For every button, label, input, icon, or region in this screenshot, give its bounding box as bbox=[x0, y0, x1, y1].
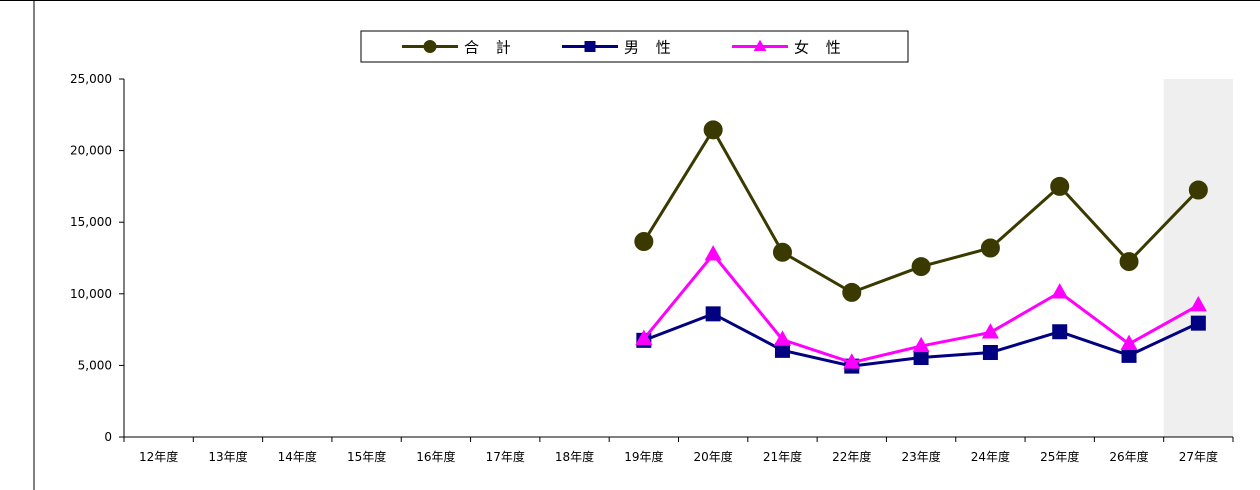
y-tick-label: 5,000 bbox=[78, 358, 112, 372]
y-tick-label: 25,000 bbox=[70, 72, 112, 86]
data-point-triangle bbox=[635, 329, 653, 345]
y-tick-label: 0 bbox=[104, 430, 112, 444]
data-point-circle bbox=[980, 238, 1000, 258]
legend-entry-1: 男 性 bbox=[562, 39, 677, 57]
data-point-circle bbox=[634, 232, 654, 252]
data-point-triangle bbox=[912, 336, 930, 353]
data-point-triangle bbox=[1051, 283, 1069, 299]
legend: 合 計男 性女 性 bbox=[360, 30, 909, 63]
highlight-layer bbox=[1163, 79, 1233, 437]
data-point-triangle bbox=[773, 330, 792, 346]
data-point-square bbox=[982, 345, 998, 361]
x-tick-label: 20年度 bbox=[694, 449, 733, 464]
data-point-square bbox=[913, 350, 929, 366]
legend-entry-2: 女 性 bbox=[732, 39, 847, 57]
legend-entry-0: 合 計 bbox=[402, 39, 517, 57]
x-tick-label: 12年度 bbox=[139, 449, 178, 464]
x-tick-label: 13年度 bbox=[208, 449, 247, 464]
data-point-triangle bbox=[843, 353, 861, 369]
data-point-circle bbox=[1188, 180, 1208, 200]
x-tick-label: 21年度 bbox=[763, 449, 802, 464]
data-point-square bbox=[1190, 315, 1206, 331]
data-point-triangle bbox=[1189, 295, 1207, 312]
data-point-square bbox=[705, 306, 721, 322]
x-tick-label: 16年度 bbox=[416, 449, 455, 464]
data-point-triangle bbox=[981, 323, 999, 339]
legend-label: 女 性 bbox=[794, 39, 847, 57]
data-point-circle bbox=[1119, 252, 1139, 272]
x-tick-label: 26年度 bbox=[1109, 449, 1148, 464]
x-tick-label: 27年度 bbox=[1179, 449, 1218, 464]
data-point-square bbox=[1121, 347, 1137, 363]
x-tick-label: 15年度 bbox=[347, 449, 386, 464]
data-point-circle bbox=[703, 120, 723, 140]
data-point-triangle bbox=[1120, 334, 1138, 351]
series-layer bbox=[634, 120, 1208, 374]
y-tick-label: 15,000 bbox=[70, 215, 112, 229]
x-tick-label: 17年度 bbox=[486, 449, 525, 464]
x-tick-label: 24年度 bbox=[971, 449, 1010, 464]
series-2 bbox=[635, 245, 1207, 369]
x-tick-label: 18年度 bbox=[555, 449, 594, 464]
x-tick-label: 22年度 bbox=[832, 449, 871, 464]
data-point-circle bbox=[842, 282, 862, 302]
series-0 bbox=[634, 120, 1208, 302]
data-point-circle bbox=[911, 257, 931, 277]
x-tick-label: 14年度 bbox=[278, 449, 317, 464]
legend-label: 男 性 bbox=[624, 39, 677, 57]
data-point-circle bbox=[1050, 176, 1070, 196]
y-tick-label: 10,000 bbox=[70, 287, 112, 301]
data-point-triangle bbox=[704, 245, 722, 261]
data-point-square bbox=[584, 41, 596, 52]
data-point-circle bbox=[772, 242, 792, 262]
y-tick-label: 20,000 bbox=[70, 144, 112, 158]
data-point-circle bbox=[423, 40, 437, 53]
data-point-triangle bbox=[753, 39, 767, 51]
x-tick-label: 25年度 bbox=[1040, 449, 1079, 464]
highlight-band bbox=[1163, 79, 1233, 437]
x-tick-label: 19年度 bbox=[624, 449, 663, 464]
data-point-square bbox=[1052, 324, 1068, 340]
legend-label: 合 計 bbox=[464, 39, 517, 57]
x-tick-label: 23年度 bbox=[901, 449, 940, 464]
